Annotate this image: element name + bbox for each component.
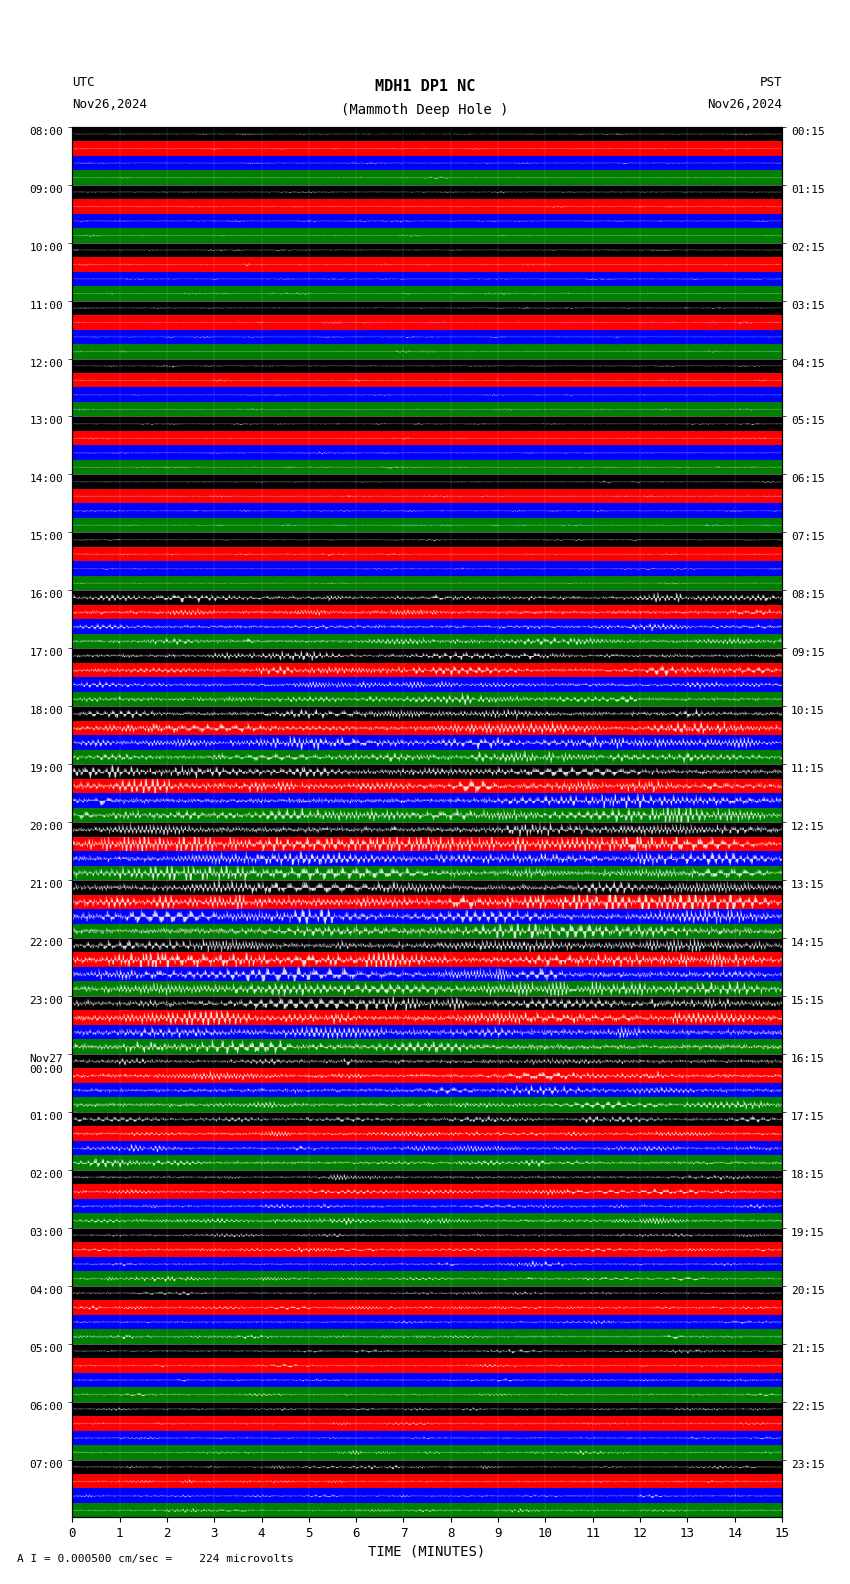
Text: PST: PST bbox=[760, 76, 782, 89]
X-axis label: TIME (MINUTES): TIME (MINUTES) bbox=[369, 1544, 485, 1559]
Text: (Mammoth Deep Hole ): (Mammoth Deep Hole ) bbox=[341, 103, 509, 117]
Text: MDH1 DP1 NC: MDH1 DP1 NC bbox=[375, 79, 475, 93]
Text: A I = 0.000500 cm/sec =    224 microvolts: A I = 0.000500 cm/sec = 224 microvolts bbox=[17, 1554, 294, 1563]
Text: Nov26,2024: Nov26,2024 bbox=[72, 98, 147, 111]
Text: UTC: UTC bbox=[72, 76, 94, 89]
Text: I = 0.000500 cm/sec: I = 0.000500 cm/sec bbox=[357, 125, 493, 139]
Text: Nov26,2024: Nov26,2024 bbox=[707, 98, 782, 111]
